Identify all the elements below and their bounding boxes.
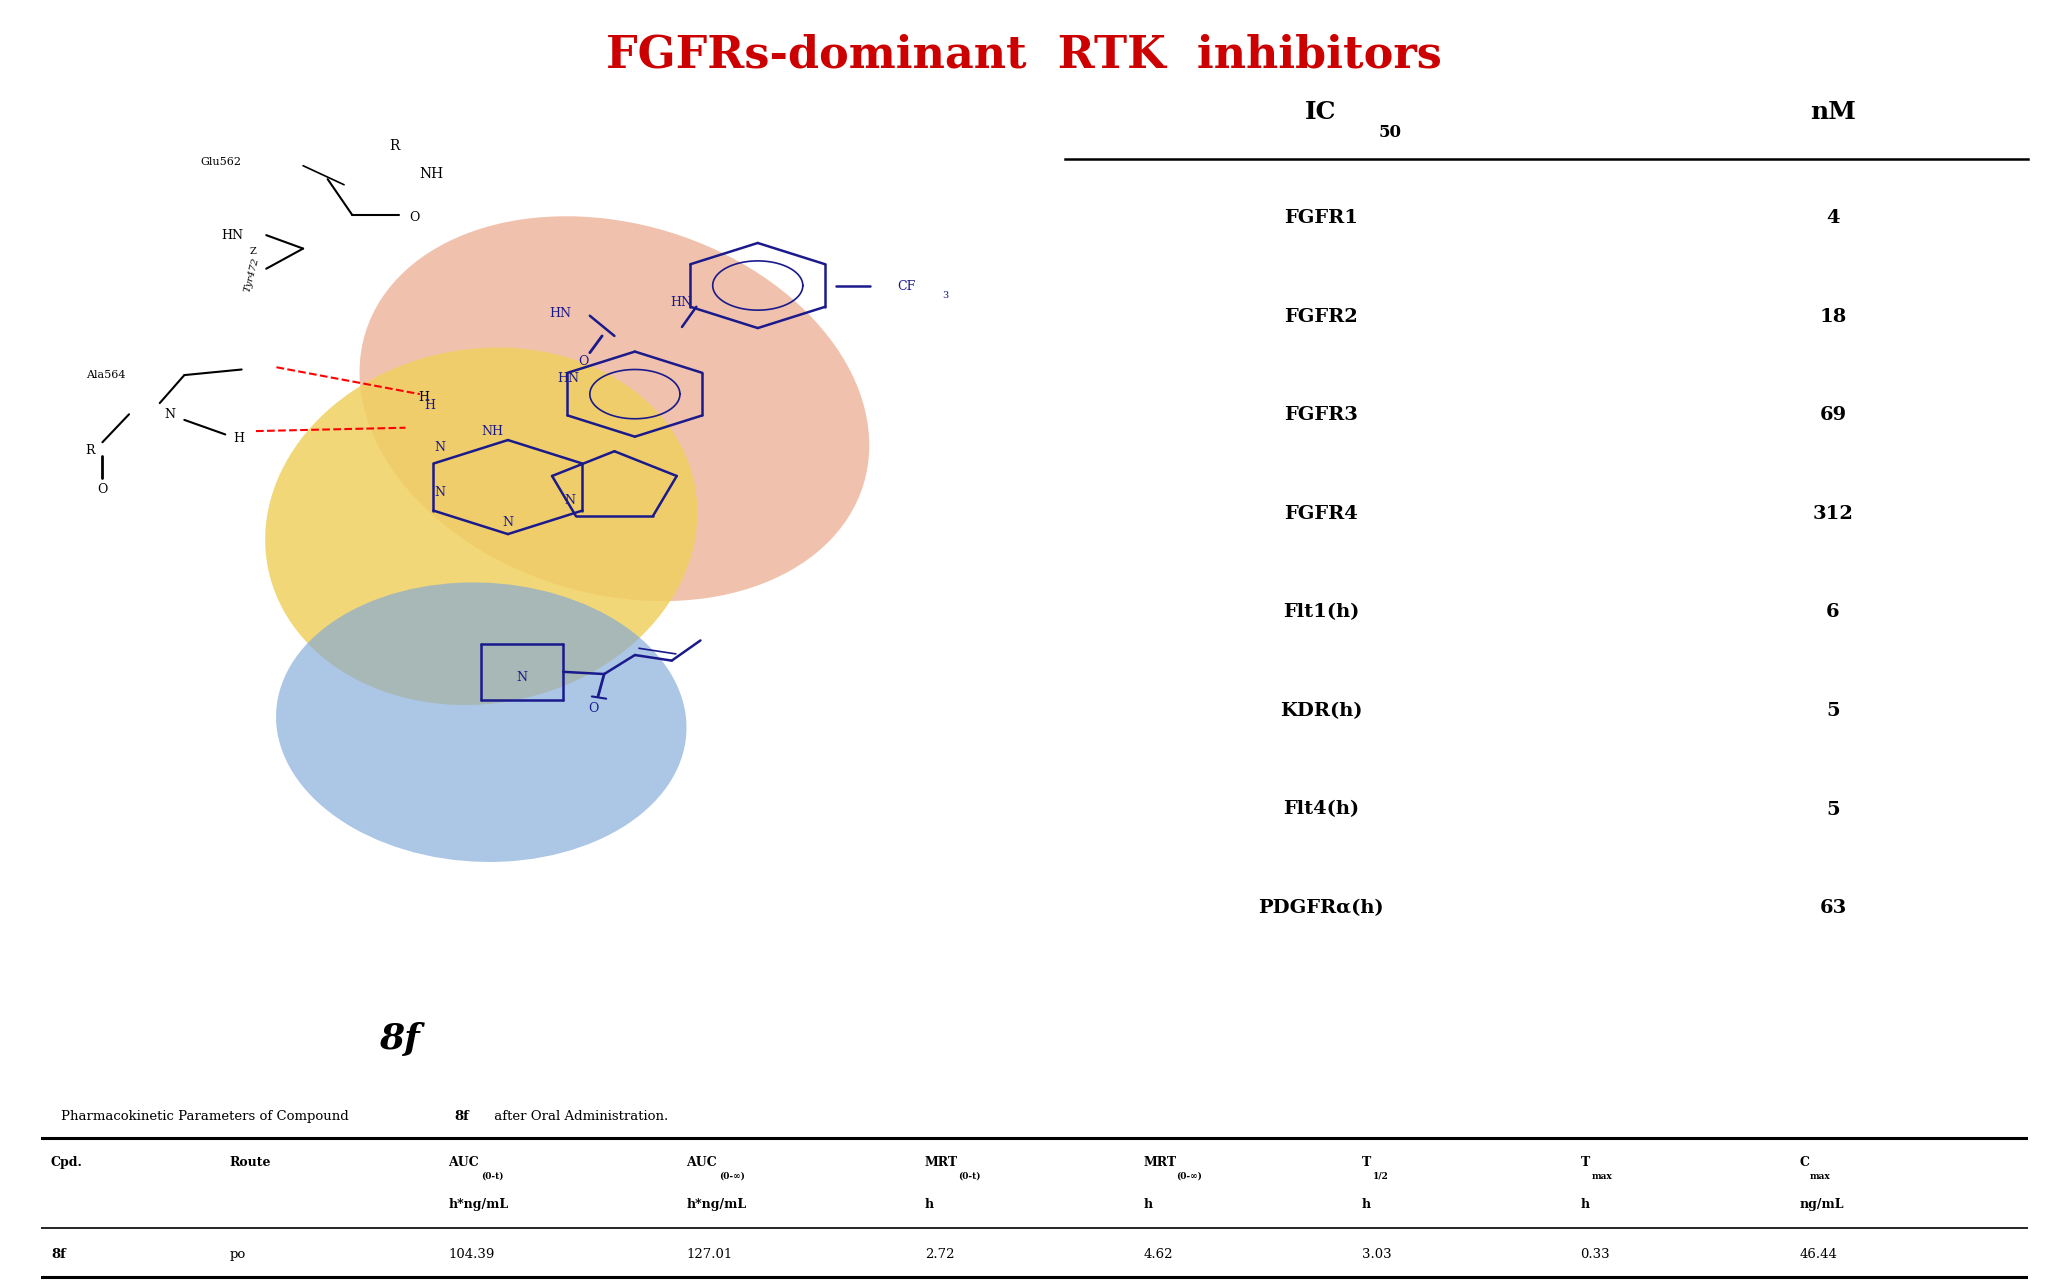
Ellipse shape [276,583,686,862]
Text: 1/2: 1/2 [1372,1172,1389,1180]
Text: Z: Z [250,247,256,256]
Text: O: O [410,211,420,224]
Text: 8f: 8f [455,1111,469,1124]
Text: Flt4(h): Flt4(h) [1282,801,1360,819]
Text: N: N [164,408,176,421]
Text: max: max [1810,1172,1831,1180]
Text: 50: 50 [1378,124,1401,140]
Text: 46.44: 46.44 [1798,1248,1837,1261]
Text: 104.39: 104.39 [449,1248,494,1261]
Text: C: C [1798,1156,1808,1169]
Text: FGFR3: FGFR3 [1284,407,1358,425]
Text: T: T [1362,1156,1372,1169]
Text: R: R [389,139,399,153]
Text: H: H [424,399,436,412]
Text: 8f: 8f [379,1022,420,1057]
Text: 63: 63 [1819,900,1847,918]
Text: 18: 18 [1819,308,1847,326]
Text: FGFRs-dominant  RTK  inhibitors: FGFRs-dominant RTK inhibitors [606,33,1442,77]
Text: 0.33: 0.33 [1581,1248,1610,1261]
Text: after Oral Administration.: after Oral Administration. [489,1111,668,1124]
Text: 312: 312 [1812,505,1853,523]
Text: O: O [588,703,600,716]
Text: ng/mL: ng/mL [1798,1198,1843,1211]
Text: h: h [1581,1198,1589,1211]
Text: (0-∞): (0-∞) [1176,1172,1202,1180]
Text: 2.72: 2.72 [926,1248,954,1261]
Text: PDGFRα(h): PDGFRα(h) [1257,900,1384,918]
Text: H: H [418,391,430,404]
Text: Cpd.: Cpd. [51,1156,82,1169]
Text: Tyr472: Tyr472 [244,256,260,292]
Text: h: h [926,1198,934,1211]
Text: h*ng/mL: h*ng/mL [686,1198,748,1211]
Text: 127.01: 127.01 [686,1248,733,1261]
Text: FGFR1: FGFR1 [1284,210,1358,228]
Text: HN: HN [557,372,580,385]
Text: Route: Route [229,1156,270,1169]
Text: (0-∞): (0-∞) [719,1172,745,1180]
Text: 4.62: 4.62 [1143,1248,1174,1261]
Text: O: O [578,355,590,368]
Text: h: h [1143,1198,1153,1211]
Text: h: h [1362,1198,1372,1211]
Text: Glu562: Glu562 [201,157,242,167]
Text: FGFR2: FGFR2 [1284,308,1358,326]
Text: R: R [86,444,94,457]
Ellipse shape [360,216,868,601]
Text: max: max [1591,1172,1612,1180]
Text: KDR(h): KDR(h) [1280,701,1362,719]
Text: MRT: MRT [926,1156,958,1169]
Text: 6: 6 [1827,604,1839,622]
Text: IC: IC [1305,100,1337,124]
Text: 3.03: 3.03 [1362,1248,1393,1261]
Text: AUC: AUC [686,1156,717,1169]
Text: 5: 5 [1827,701,1839,719]
Text: O: O [96,483,109,495]
Text: N: N [516,671,528,683]
Text: FGFR4: FGFR4 [1284,505,1358,523]
Ellipse shape [264,347,698,705]
Text: 8f: 8f [51,1248,66,1261]
Text: AUC: AUC [449,1156,479,1169]
Text: HN: HN [549,308,571,320]
Text: (0-t): (0-t) [481,1172,504,1180]
Text: 4: 4 [1827,210,1839,228]
Text: T: T [1581,1156,1589,1169]
Text: HN: HN [670,296,692,309]
Text: N: N [434,486,446,499]
Text: MRT: MRT [1143,1156,1178,1169]
Text: 69: 69 [1819,407,1847,425]
Text: NH: NH [481,425,504,438]
Text: NH: NH [420,166,444,180]
Text: h*ng/mL: h*ng/mL [449,1198,508,1211]
Text: H: H [233,432,244,445]
Text: po: po [229,1248,246,1261]
Text: CF: CF [897,281,915,293]
Text: N: N [434,441,446,454]
Text: Ala564: Ala564 [86,371,125,380]
Text: nM: nM [1810,100,1855,124]
Text: N: N [563,494,575,507]
Text: Flt1(h): Flt1(h) [1282,604,1360,622]
Text: 5: 5 [1827,801,1839,819]
Text: (0-t): (0-t) [958,1172,981,1180]
Text: N: N [502,516,514,529]
Text: 3: 3 [942,291,948,300]
Text: HN: HN [221,229,244,242]
Text: Pharmacokinetic Parameters of Compound: Pharmacokinetic Parameters of Compound [61,1111,352,1124]
